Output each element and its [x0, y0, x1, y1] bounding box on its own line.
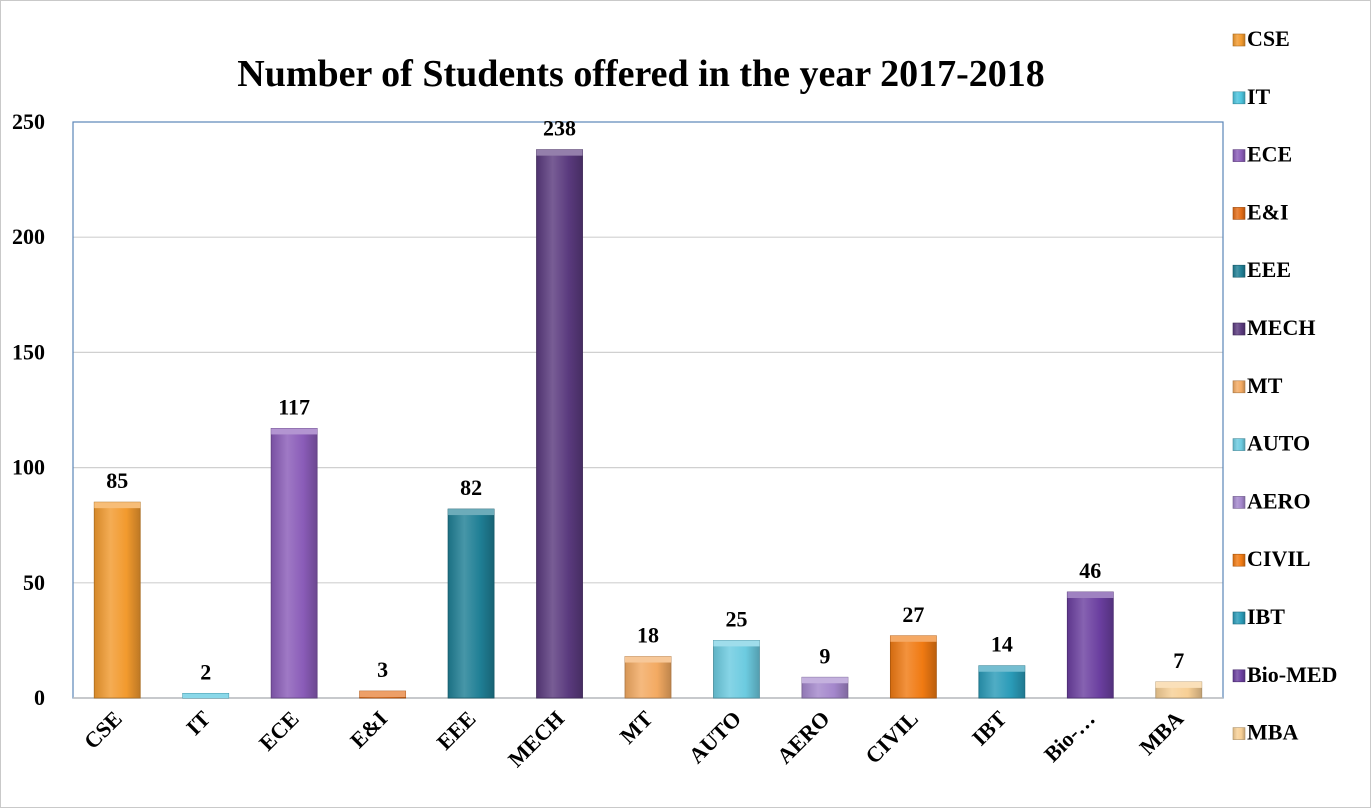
y-tick-label: 0	[34, 685, 45, 710]
bar-bio-med	[1066, 591, 1114, 699]
legend-swatch	[1232, 669, 1246, 683]
bar-cap	[801, 677, 848, 684]
legend-label: IBT	[1247, 604, 1285, 629]
legend-swatch	[1232, 496, 1246, 509]
x-tick-label: EEE	[432, 706, 481, 755]
bar-cap	[359, 691, 406, 698]
bar-cap	[271, 428, 318, 435]
x-tick-label: ECE	[254, 706, 304, 756]
legend-swatch	[1232, 380, 1246, 394]
legend: CSE IT ECE E&I EEE MECH MT AUTO AERO CIVIL IBT Bio-…	[1232, 26, 1337, 745]
data-label: 117	[278, 394, 310, 419]
plot-area	[72, 121, 1224, 699]
data-label: 27	[902, 602, 924, 627]
x-tick-label: CSE	[79, 706, 127, 754]
y-axis: 0 50 100 150 200 250	[12, 109, 1223, 710]
bar-cap	[94, 502, 141, 509]
x-tick-label: IBT	[967, 706, 1012, 751]
bar-cap	[978, 665, 1025, 672]
data-label: 3	[377, 657, 388, 682]
legend-label: E&I	[1247, 199, 1289, 224]
chart-title: Number of Students offered in the year 2…	[237, 53, 1044, 95]
y-tick-label: 50	[23, 570, 45, 595]
legend-label: CSE	[1247, 26, 1290, 51]
bar-cap	[713, 640, 760, 647]
bars	[93, 149, 1203, 699]
x-tick-label: AUTO	[684, 706, 746, 768]
x-tick-label: MECH	[503, 706, 569, 772]
data-label: 18	[637, 623, 659, 648]
data-label: 85	[106, 468, 128, 493]
bar-eee	[447, 508, 495, 699]
x-tick-label: MT	[615, 706, 658, 749]
legend-label: ECE	[1247, 142, 1292, 167]
bar-cap	[890, 635, 937, 642]
y-tick-label: 150	[12, 339, 45, 364]
data-label: 2	[200, 659, 211, 684]
gridlines	[73, 236, 1223, 584]
data-label: 9	[819, 643, 830, 668]
legend-label: MECH	[1247, 315, 1315, 340]
data-label: 14	[991, 632, 1013, 657]
data-label: 7	[1173, 648, 1184, 673]
x-tick-label: AERO	[772, 706, 835, 769]
legend-label: IT	[1247, 84, 1271, 109]
legend-swatch	[1232, 553, 1246, 567]
x-tick-label: Bio-…	[1039, 706, 1100, 767]
legend-label: EEE	[1247, 257, 1291, 282]
bar-cap	[1067, 592, 1114, 599]
bar-auto	[713, 640, 760, 699]
data-label: 82	[460, 475, 482, 500]
legend-label: Bio-MED	[1247, 662, 1337, 687]
bar-cap	[1155, 681, 1202, 688]
legend-swatch	[1232, 207, 1246, 220]
legend-swatch	[1232, 149, 1246, 162]
legend-swatch	[1232, 264, 1246, 278]
legend-swatch	[1232, 727, 1246, 740]
legend-label: AUTO	[1247, 431, 1310, 456]
y-tick-label: 200	[12, 224, 45, 249]
bar-cap	[182, 693, 229, 698]
y-tick-label: 100	[12, 455, 45, 480]
bar-civil	[889, 635, 937, 699]
data-label: 46	[1079, 558, 1101, 583]
x-tick-label: IT	[181, 706, 215, 740]
y-tick-label: 250	[12, 109, 45, 134]
legend-label: MT	[1247, 373, 1283, 398]
legend-label: CIVIL	[1247, 546, 1311, 571]
bar-ece	[270, 428, 318, 699]
bar-cap	[448, 509, 495, 516]
x-axis: CSE IT ECE E&I EEE MECH MT AUTO AERO CIVIL IBT Bio-…	[79, 706, 1189, 772]
data-labels: 85 2 117 3 82 238 18 25 9 27 14 46 7	[106, 116, 1184, 685]
x-tick-label: CIVIL	[860, 706, 923, 769]
x-tick-label: E&I	[345, 706, 392, 753]
bar-cse	[93, 501, 141, 699]
bar-cap	[625, 656, 671, 663]
legend-swatch	[1232, 322, 1246, 336]
legend-swatch	[1232, 611, 1246, 625]
legend-swatch	[1232, 438, 1246, 451]
legend-swatch	[1232, 33, 1246, 47]
legend-swatch	[1232, 91, 1246, 105]
data-label: 238	[543, 116, 576, 141]
bar-mech	[536, 149, 583, 699]
bar-cap	[536, 149, 583, 156]
legend-label: AERO	[1247, 488, 1311, 513]
x-tick-label: MBA	[1134, 706, 1188, 760]
legend-label: MBA	[1247, 720, 1298, 745]
bar-mt	[624, 656, 672, 699]
data-label: 25	[725, 606, 747, 631]
